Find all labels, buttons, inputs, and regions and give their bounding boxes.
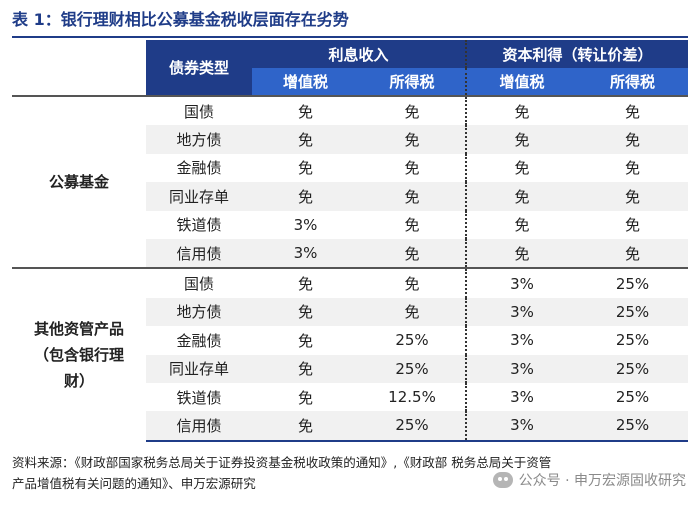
interest-tax-cell: 免	[404, 303, 420, 322]
gains-tax-cell: 免	[625, 216, 641, 235]
interest-tax-cell: 免	[404, 159, 420, 178]
gains-vat-cell: 免	[465, 210, 578, 239]
interest-vat-cell: 免	[297, 131, 313, 150]
header-gains-vat: 增值税	[465, 68, 578, 96]
interest-vat-cell: 免	[297, 159, 313, 178]
interest-tax-cell: 免	[404, 187, 420, 206]
tax-comparison-table: 债券类型 利息收入 资本利得（转让价差） 增值税 所得税 增值税 所得税 公募基…	[12, 40, 689, 442]
bond-type-cell: 金融债	[176, 331, 222, 350]
gains-vat-cell: 3%	[465, 411, 578, 442]
table-row: 铁道债 3% 免 免 免	[12, 210, 688, 239]
source-line: 产品增值税有关问题的通知》、申万宏源研究	[12, 476, 256, 491]
bond-type-cell: 国债	[146, 94, 252, 126]
bond-type-cell: 同业存单	[168, 360, 229, 379]
gains-vat-cell: 3%	[465, 297, 578, 327]
gains-vat-cell: 3%	[465, 354, 578, 383]
gains-tax-cell: 25%	[615, 388, 650, 407]
gains-vat-cell: 免	[465, 94, 578, 126]
watermark: 公众号 · 申万宏源固收研究	[492, 470, 686, 490]
bond-type-cell: 金融债	[176, 159, 222, 178]
table-row: 铁道债 免 12.5% 3% 25%	[12, 382, 688, 412]
bond-type-cell: 地方债	[176, 131, 222, 150]
interest-tax-cell: 免	[404, 216, 420, 235]
table-row: 公募基金 国债 免 免 免 免	[12, 94, 689, 269]
bond-type-cell: 国债	[146, 267, 252, 298]
table-row: 金融债 免 免 免 免	[12, 153, 688, 183]
gains-tax-cell: 免	[625, 187, 641, 206]
interest-tax-cell: 免	[404, 244, 420, 263]
interest-vat-cell: 免	[297, 303, 313, 322]
header-corner	[12, 40, 146, 68]
interest-tax-cell: 25%	[395, 331, 429, 350]
interest-vat-cell: 免	[252, 267, 359, 298]
interest-tax-cell: 免	[359, 94, 467, 126]
group-label-line: 其他资管产品	[33, 320, 124, 339]
gains-tax-cell: 25%	[577, 267, 689, 298]
group-label-other-products: 其他资管产品 （包含银行理 财）	[12, 267, 146, 441]
interest-vat-cell: 免	[252, 411, 359, 442]
group-label-line: （包含银行理	[33, 346, 124, 365]
header-interest-vat: 增值税	[252, 68, 359, 96]
gains-vat-cell: 免	[465, 125, 578, 154]
gains-tax-cell: 25%	[615, 331, 650, 350]
group-label-public-fund: 公募基金	[12, 94, 146, 269]
watermark-text: 公众号 · 申万宏源固收研究	[518, 473, 686, 489]
gains-tax-cell: 免	[625, 131, 641, 150]
gains-tax-cell: 25%	[615, 359, 650, 378]
header-capital-gains: 资本利得（转让价差）	[465, 40, 689, 68]
gains-vat-cell: 免	[465, 182, 578, 211]
gains-tax-cell: 免	[625, 244, 641, 263]
gains-vat-cell: 免	[465, 238, 578, 269]
table-row: 信用债 免 25% 3% 25%	[12, 411, 689, 442]
interest-tax-cell: 25%	[359, 411, 467, 442]
gains-tax-cell: 25%	[577, 411, 689, 442]
source-note: 资料来源：《财政部国家税务总局关于证券投资基金税收政策的通知》,《财政部 税务总…	[12, 452, 688, 494]
bond-type-cell: 信用债	[146, 411, 252, 442]
interest-tax-cell: 免	[359, 267, 467, 298]
gains-tax-cell: 免	[625, 159, 641, 178]
header-interest-income: 利息收入	[252, 40, 467, 68]
header-corner-2	[12, 68, 146, 96]
interest-tax-cell: 25%	[395, 359, 429, 378]
header-bond-type: 债券类型	[146, 40, 252, 96]
table-title: 表 1：银行理财相比公募基金税收层面存在劣势	[12, 10, 349, 29]
source-line: 资料来源：《财政部国家税务总局关于证券投资基金税收政策的通知》,《财政部 税务总…	[12, 455, 552, 470]
bond-type-cell: 铁道债	[176, 216, 222, 235]
gains-tax-cell: 免	[577, 94, 689, 126]
wechat-icon	[492, 472, 513, 488]
gains-vat-cell: 3%	[465, 267, 578, 298]
interest-tax-cell: 免	[404, 131, 420, 150]
interest-vat-cell: 免	[252, 94, 359, 126]
gains-vat-cell: 免	[465, 153, 578, 183]
header-interest-income-tax: 所得税	[359, 68, 467, 96]
bond-type-cell: 信用债	[176, 244, 222, 263]
table-row: 金融债 免 25% 3% 25%	[12, 326, 688, 355]
gains-vat-cell: 3%	[465, 382, 578, 412]
interest-vat-cell: 免	[297, 360, 313, 379]
group-label-line: 财）	[63, 372, 94, 391]
bond-type-cell: 地方债	[176, 303, 222, 322]
title-divider	[12, 36, 688, 38]
bond-type-cell: 同业存单	[168, 187, 229, 206]
interest-vat-cell: 免	[297, 187, 313, 206]
header-gains-income-tax: 所得税	[577, 68, 689, 96]
interest-tax-cell: 12.5%	[388, 388, 436, 407]
bond-type-cell: 铁道债	[176, 388, 222, 407]
table-row: 其他资管产品 （包含银行理 财） 国债 免 免 3% 25%	[12, 267, 689, 441]
interest-vat-cell: 免	[297, 331, 313, 350]
interest-vat-cell: 3%	[293, 244, 318, 263]
gains-vat-cell: 3%	[465, 326, 578, 355]
interest-vat-cell: 3%	[293, 215, 318, 234]
gains-tax-cell: 25%	[615, 302, 650, 321]
interest-vat-cell: 免	[297, 388, 313, 407]
